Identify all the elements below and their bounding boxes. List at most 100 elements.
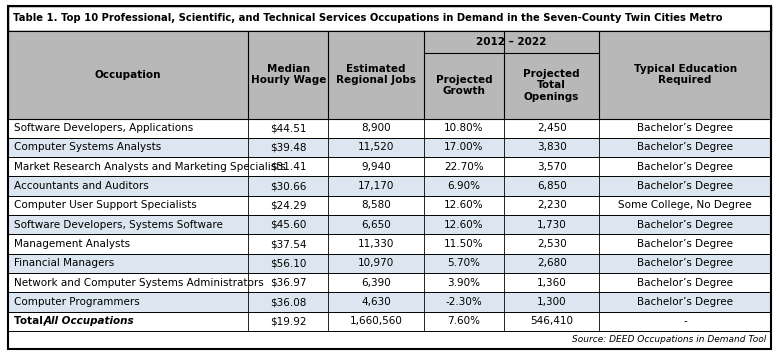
Bar xyxy=(8,6,771,31)
Text: 5.70%: 5.70% xyxy=(447,258,481,268)
Text: Network and Computer Systems Administrators: Network and Computer Systems Administrat… xyxy=(14,278,264,288)
Text: 11,520: 11,520 xyxy=(358,142,394,153)
Text: $31.41: $31.41 xyxy=(270,162,307,172)
Bar xyxy=(8,157,771,176)
Text: Financial Managers: Financial Managers xyxy=(14,258,115,268)
Text: Management Analysts: Management Analysts xyxy=(14,239,130,249)
Text: Bachelor’s Degree: Bachelor’s Degree xyxy=(637,142,733,153)
Text: 10.80%: 10.80% xyxy=(444,123,484,133)
Text: 12.60%: 12.60% xyxy=(444,201,484,211)
Text: Total,: Total, xyxy=(14,316,51,326)
Text: 6.90%: 6.90% xyxy=(447,181,481,191)
Text: $36.08: $36.08 xyxy=(270,297,307,307)
Text: 2012 – 2022: 2012 – 2022 xyxy=(477,37,547,47)
Bar xyxy=(8,293,771,312)
Text: 11.50%: 11.50% xyxy=(444,239,484,249)
Text: 2,230: 2,230 xyxy=(537,201,566,211)
Bar xyxy=(8,293,771,312)
Text: Bachelor’s Degree: Bachelor’s Degree xyxy=(637,239,733,249)
Bar xyxy=(8,234,771,254)
Text: -: - xyxy=(683,316,687,326)
Bar xyxy=(8,138,771,157)
Text: Market Research Analysts and Marketing Specialists: Market Research Analysts and Marketing S… xyxy=(14,162,286,172)
Text: Bachelor’s Degree: Bachelor’s Degree xyxy=(637,278,733,288)
Bar xyxy=(8,119,771,138)
Text: All Occupations: All Occupations xyxy=(44,316,135,326)
Text: Computer User Support Specialists: Computer User Support Specialists xyxy=(14,201,197,211)
Text: $24.29: $24.29 xyxy=(270,201,307,211)
Text: 2,450: 2,450 xyxy=(537,123,566,133)
Text: $19.92: $19.92 xyxy=(270,316,307,326)
Text: 22.70%: 22.70% xyxy=(444,162,484,172)
Text: Source: DEED Occupations in Demand Tool: Source: DEED Occupations in Demand Tool xyxy=(572,335,766,344)
Text: 1,660,560: 1,660,560 xyxy=(350,316,403,326)
Text: Estimated
Regional Jobs: Estimated Regional Jobs xyxy=(337,64,416,85)
Text: 1,300: 1,300 xyxy=(537,297,566,307)
Bar xyxy=(8,312,771,331)
Text: 546,410: 546,410 xyxy=(530,316,573,326)
Bar xyxy=(8,119,771,138)
Text: 10,970: 10,970 xyxy=(358,258,394,268)
Bar xyxy=(329,31,424,119)
Text: $45.60: $45.60 xyxy=(270,220,307,230)
Text: Software Developers, Systems Software: Software Developers, Systems Software xyxy=(14,220,223,230)
Text: 2,530: 2,530 xyxy=(537,239,566,249)
Text: 3,830: 3,830 xyxy=(537,142,566,153)
Bar xyxy=(8,273,771,293)
Bar xyxy=(8,254,771,273)
Bar xyxy=(8,234,771,254)
Text: 4,630: 4,630 xyxy=(361,297,391,307)
Bar xyxy=(8,273,771,293)
Text: 8,900: 8,900 xyxy=(361,123,391,133)
Text: -2.30%: -2.30% xyxy=(446,297,482,307)
Bar xyxy=(424,31,504,119)
Bar xyxy=(8,215,771,234)
Text: Computer Systems Analysts: Computer Systems Analysts xyxy=(14,142,161,153)
Text: 1,730: 1,730 xyxy=(537,220,566,230)
Text: Bachelor’s Degree: Bachelor’s Degree xyxy=(637,297,733,307)
Text: 12.60%: 12.60% xyxy=(444,220,484,230)
Bar xyxy=(8,176,771,196)
Text: 17.00%: 17.00% xyxy=(444,142,484,153)
Text: 9,940: 9,940 xyxy=(361,162,391,172)
Bar xyxy=(8,196,771,215)
Text: $56.10: $56.10 xyxy=(270,258,307,268)
Bar xyxy=(8,331,771,349)
Text: Median
Hourly Wage: Median Hourly Wage xyxy=(251,64,326,85)
Text: $37.54: $37.54 xyxy=(270,239,307,249)
Text: Projected
Total
Openings: Projected Total Openings xyxy=(523,69,580,102)
Bar xyxy=(504,31,599,119)
Text: Projected
Growth: Projected Growth xyxy=(435,75,492,96)
Text: Computer Programmers: Computer Programmers xyxy=(14,297,139,307)
Bar xyxy=(8,215,771,234)
Text: Bachelor’s Degree: Bachelor’s Degree xyxy=(637,181,733,191)
Bar xyxy=(8,312,771,331)
Text: 6,390: 6,390 xyxy=(361,278,391,288)
Text: 7.60%: 7.60% xyxy=(447,316,481,326)
Bar xyxy=(8,254,771,273)
Text: 17,170: 17,170 xyxy=(358,181,394,191)
Bar xyxy=(8,176,771,196)
Text: 3.90%: 3.90% xyxy=(447,278,481,288)
Text: Accountants and Auditors: Accountants and Auditors xyxy=(14,181,149,191)
Text: $44.51: $44.51 xyxy=(270,123,307,133)
Text: Bachelor’s Degree: Bachelor’s Degree xyxy=(637,123,733,133)
Text: 8,580: 8,580 xyxy=(361,201,391,211)
Text: Table 1. Top 10 Professional, Scientific, and Technical Services Occupations in : Table 1. Top 10 Professional, Scientific… xyxy=(13,13,722,23)
Text: Bachelor’s Degree: Bachelor’s Degree xyxy=(637,258,733,268)
Text: $30.66: $30.66 xyxy=(270,181,307,191)
Text: Software Developers, Applications: Software Developers, Applications xyxy=(14,123,193,133)
Text: $36.97: $36.97 xyxy=(270,278,307,288)
Text: 11,330: 11,330 xyxy=(358,239,394,249)
Text: Occupation: Occupation xyxy=(95,70,161,80)
Bar xyxy=(8,31,771,119)
Text: Bachelor’s Degree: Bachelor’s Degree xyxy=(637,162,733,172)
Text: 3,570: 3,570 xyxy=(537,162,566,172)
Text: $39.48: $39.48 xyxy=(270,142,307,153)
Bar xyxy=(8,138,771,157)
Text: 1,360: 1,360 xyxy=(537,278,566,288)
Text: 2,680: 2,680 xyxy=(537,258,566,268)
Text: Typical Education
Required: Typical Education Required xyxy=(633,64,737,85)
Bar xyxy=(8,196,771,215)
Bar xyxy=(8,31,249,119)
